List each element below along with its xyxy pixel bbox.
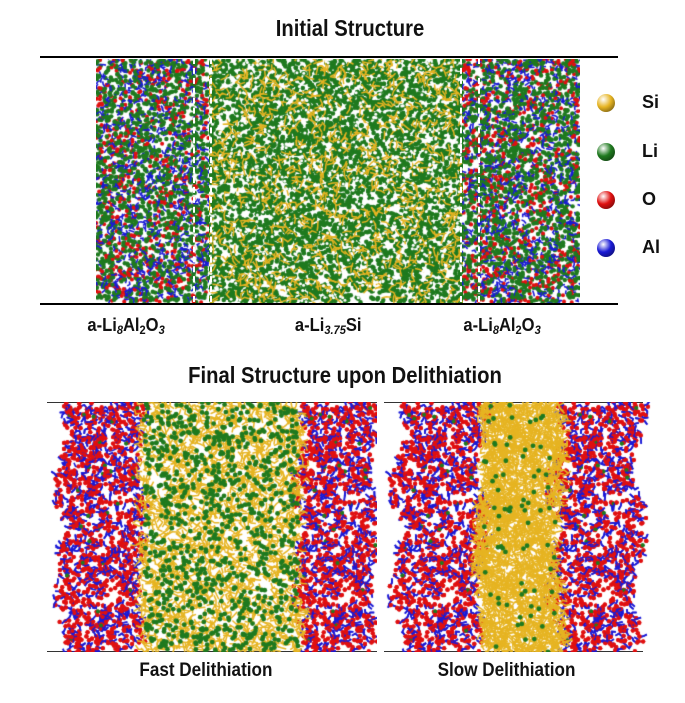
initial-structure-title: Initial Structure bbox=[275, 15, 425, 41]
label-subscript: 2 bbox=[515, 323, 522, 337]
legend-label-si: Si bbox=[642, 92, 660, 112]
initial-left-coating-slab bbox=[96, 59, 209, 303]
caption-slow: Slow Delithiation bbox=[437, 660, 576, 681]
label-subscript: 8 bbox=[492, 323, 499, 337]
interface-dashed-line bbox=[193, 58, 195, 302]
caption-fast: Fast Delithiation bbox=[139, 660, 273, 681]
label-subscript: 3.75 bbox=[324, 323, 346, 337]
layer-label-silicon: a-Li3.75Si bbox=[295, 315, 362, 337]
layer-label-right-coating: a-Li8Al2O3 bbox=[463, 315, 540, 337]
label-subscript: 3 bbox=[158, 323, 165, 337]
o-sphere-icon bbox=[597, 191, 615, 209]
label-part: a-Li bbox=[87, 315, 117, 335]
legend-label-o: O bbox=[642, 189, 657, 209]
top-panel-upper-boundary bbox=[40, 56, 618, 58]
initial-lithiated-silicon-slab bbox=[209, 59, 463, 303]
legend-label-li: Li bbox=[642, 141, 658, 161]
label-part: Al bbox=[498, 315, 516, 335]
legend-label-al: Al bbox=[642, 237, 660, 257]
initial-right-coating-slab bbox=[462, 59, 580, 303]
final-structure-title: Final Structure upon Delithiation bbox=[188, 362, 502, 388]
label-part: a-Li bbox=[294, 315, 325, 335]
fast-delithiation-structure bbox=[47, 402, 377, 652]
label-part: Al bbox=[122, 315, 140, 335]
label-subscript: 2 bbox=[139, 323, 146, 337]
label-subscript: 8 bbox=[116, 323, 123, 337]
label-part: a-Li bbox=[463, 315, 493, 335]
al-sphere-icon bbox=[597, 239, 615, 257]
label-part: O bbox=[521, 315, 535, 335]
slow-delithiation-structure bbox=[384, 402, 654, 652]
label-part: Si bbox=[345, 315, 362, 335]
li-sphere-icon bbox=[597, 143, 615, 161]
si-sphere-icon bbox=[597, 94, 615, 112]
interface-dashed-line bbox=[210, 58, 212, 302]
interface-dashed-line bbox=[478, 58, 480, 302]
interface-dashed-line bbox=[460, 58, 462, 302]
layer-label-left-coating: a-Li8Al2O3 bbox=[87, 315, 164, 337]
label-subscript: 3 bbox=[534, 323, 541, 337]
label-part: O bbox=[145, 315, 159, 335]
top-panel-lower-boundary bbox=[40, 303, 618, 305]
